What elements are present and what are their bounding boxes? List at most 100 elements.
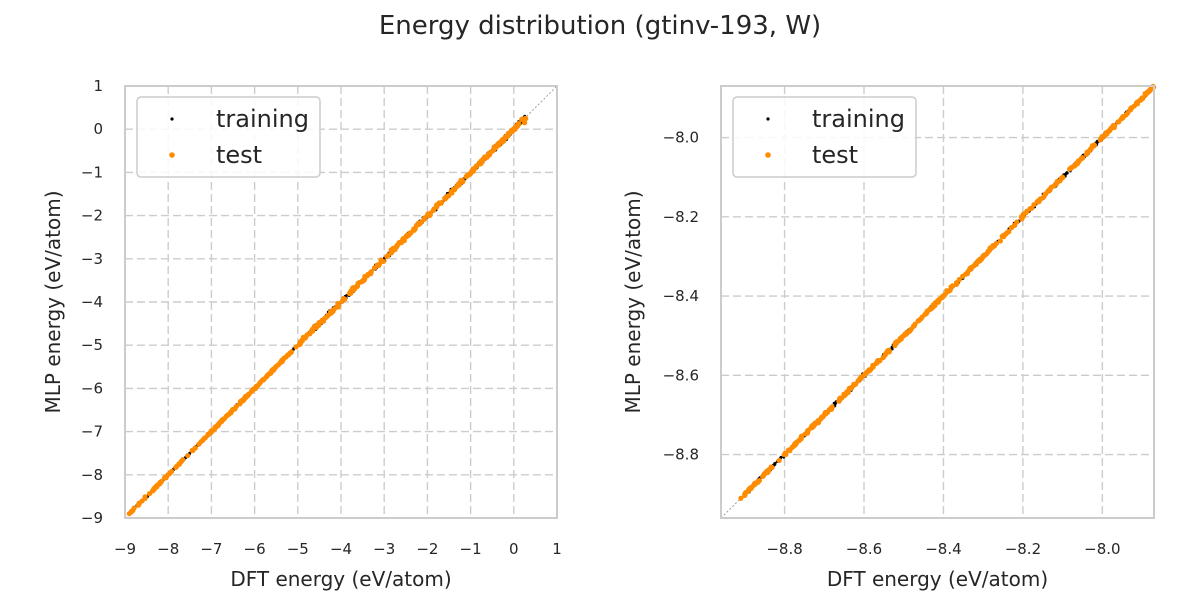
test-point: [742, 491, 748, 497]
test-point: [837, 395, 843, 401]
test-point: [400, 236, 406, 242]
x-tick-label: −9: [114, 540, 136, 558]
test-point: [738, 495, 744, 501]
test-point: [389, 248, 396, 254]
test-point: [802, 431, 808, 437]
test-point: [375, 262, 381, 269]
test-point: [245, 392, 252, 398]
test-point: [1139, 95, 1145, 101]
test-point: [380, 258, 387, 265]
legend-marker-training: [766, 117, 770, 121]
test-point: [240, 397, 247, 403]
test-point: [226, 411, 232, 417]
test-point: [1020, 214, 1026, 220]
test-point: [416, 221, 422, 227]
test-point: [1146, 88, 1152, 94]
test-point: [1011, 222, 1018, 228]
test-point: [502, 135, 508, 141]
test-point: [947, 287, 953, 293]
legend: training test: [136, 96, 321, 178]
x-tick-label: −4: [330, 540, 352, 558]
legend-box: [732, 96, 917, 178]
x-tick-label: −6: [244, 540, 266, 558]
y-tick-label: −6: [81, 379, 103, 397]
y-tick-label: −1: [81, 163, 103, 181]
test-point: [479, 159, 485, 165]
test-point: [1099, 134, 1105, 141]
test-point: [768, 464, 775, 471]
test-point: [167, 470, 173, 476]
test-point: [277, 359, 284, 366]
test-point: [485, 152, 491, 158]
test-point: [522, 120, 528, 126]
y-tick-label: −8.4: [663, 287, 699, 305]
y-tick-label: −8.2: [663, 208, 699, 226]
x-axis-label: DFT energy (eV/atom): [827, 567, 1048, 591]
test-point: [178, 459, 184, 465]
y-tick-label: 0: [93, 120, 103, 138]
test-point: [908, 326, 914, 332]
test-point: [988, 245, 994, 251]
test-point: [964, 271, 971, 277]
x-tick-label: −8: [157, 540, 179, 558]
right-scatter-panel: −8.8 −8.6 −8.4 −8.2 −8.0 −8.8 −8.6 −8.4 −8.2 −8.0…: [621, 83, 1157, 591]
x-tick-label: −5: [287, 540, 309, 558]
test-point: [924, 309, 930, 315]
y-tick-label: 1: [93, 77, 103, 95]
test-point: [785, 447, 792, 453]
test-point: [436, 200, 442, 206]
test-point: [459, 177, 465, 183]
test-point: [781, 451, 788, 458]
left-scatter-panel: −9 −8 −7 −6 −5 −4 −3 −2 −1 0 1 −9 −8 −7 −6 −5 −4 −3 −2 −1 0 1…: [41, 77, 562, 591]
legend-marker-test: [765, 152, 771, 158]
y-tick-label: −8.8: [663, 446, 699, 464]
test-point: [425, 211, 431, 217]
test-point: [287, 350, 293, 356]
test-point: [135, 502, 142, 508]
test-point: [877, 358, 883, 364]
test-point: [861, 372, 867, 378]
test-point: [1071, 163, 1078, 169]
test-point: [911, 323, 917, 329]
y-tick-label: −4: [81, 293, 103, 311]
scatter-points: [126, 114, 529, 517]
legend-box: [136, 96, 321, 178]
test-point: [474, 162, 480, 169]
test-point: [776, 457, 782, 464]
test-point: [1091, 142, 1097, 148]
test-point: [886, 349, 892, 355]
test-point: [495, 141, 501, 147]
test-point: [798, 435, 804, 441]
test-point: [1040, 194, 1046, 201]
test-point: [159, 478, 165, 484]
test-point: [997, 238, 1003, 244]
y-tick-label: −2: [81, 207, 103, 225]
test-point: [789, 444, 795, 450]
test-point: [319, 317, 325, 323]
y-tick-label: −8.0: [663, 129, 699, 147]
x-tick-label: −1: [460, 540, 482, 558]
y-axis-label: MLP energy (eV/atom): [621, 190, 645, 413]
axes-frame: [124, 85, 558, 519]
test-point: [200, 437, 206, 443]
test-point: [190, 447, 196, 453]
legend-label-test: test: [216, 141, 262, 169]
test-point: [936, 296, 943, 302]
test-point: [849, 384, 855, 390]
test-point: [347, 290, 353, 296]
legend-marker-test: [169, 152, 175, 158]
test-point: [855, 378, 861, 384]
test-point: [1047, 186, 1053, 192]
test-point: [237, 401, 243, 407]
training-point: [1065, 171, 1069, 174]
test-point: [956, 276, 962, 283]
test-point: [940, 293, 947, 299]
x-tick-label: −8.6: [846, 540, 882, 558]
test-point: [755, 478, 761, 484]
test-point: [342, 296, 348, 302]
test-point: [968, 265, 974, 271]
test-point: [794, 439, 800, 445]
x-axis-label: DFT energy (eV/atom): [230, 567, 451, 591]
test-point: [894, 339, 900, 345]
